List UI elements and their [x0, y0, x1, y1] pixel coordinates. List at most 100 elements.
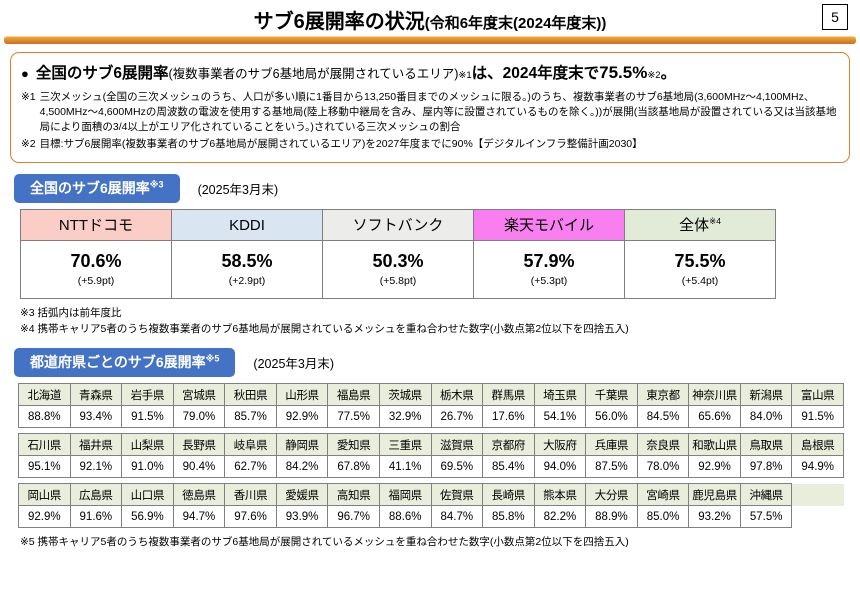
page-title: サブ6展開率の状況(令和6年度末(2024年度末)) [0, 0, 860, 34]
prefecture-name-cell: 栃木県 [430, 383, 484, 407]
page-number-badge: 5 [822, 4, 848, 30]
prefecture-value-cell: 94.0% [533, 455, 587, 479]
prefecture-name-cell: 鹿児島県 [688, 483, 741, 507]
page-header: サブ6展開率の状況(令和6年度末(2024年度末)) 5 [0, 0, 860, 34]
carrier-rate-value: 70.6% [70, 251, 122, 272]
prefecture-name-cell: 長野県 [172, 433, 226, 457]
prefecture-name-cell: 三重県 [378, 433, 432, 457]
national-section-date: (2025年3月末) [197, 182, 279, 197]
prefecture-name-cell: 大阪府 [533, 433, 587, 457]
carrier-header-cell: ソフトバンク [322, 208, 474, 241]
carrier-name: 全体 [679, 217, 710, 235]
notice-footnote-2: ※2 目標:サブ6展開率(複数事業者のサブ6基地局が展開されているエリア)を20… [21, 137, 839, 152]
prefecture-value-cell: 82.2% [533, 505, 587, 529]
prefecture-value-cell: 84.7% [430, 505, 484, 529]
prefecture-name-cell: 埼玉県 [533, 383, 587, 407]
prefecture-value-cell: 79.0% [172, 405, 226, 429]
carrier-value-row: 70.6% (+5.9pt) 58.5% (+2.9pt) 50.3% (+5.… [20, 239, 776, 299]
prefecture-value-cell: 57.5% [739, 505, 793, 529]
prefecture-value-cell: 87.5% [585, 455, 638, 479]
prefecture-name-cell: 岡山県 [18, 483, 71, 507]
notice-footnote-1-mark: ※1 [21, 91, 36, 103]
prefecture-name-row: 岡山県 広島県 山口県 徳島県 香川県 愛媛県 高知県 福岡県 佐賀県 長崎県 熊本県 大分県 宮崎県鹿… [18, 483, 844, 507]
prefecture-value-row: 92.9% 91.6% 56.9% 94.7% 97.6% 93.9% 96.7% 88.6%… [18, 505, 844, 529]
carrier-value-cell: 58.5% (+2.9pt) [171, 239, 323, 299]
prefecture-value-cell: 93.4% [69, 405, 123, 429]
prefecture-rate-tables: 北海道 青森県 岩手県 宮城県 秋田県 山形県 福島県 茨城県 栃木県 群馬県 埼玉県 千葉県 東京都神… [18, 383, 860, 529]
carrier-rate-value: 50.3% [372, 251, 424, 272]
national-footnote-3: ※3 括弧内は前年度比 [20, 306, 122, 319]
national-section-pill: 全国のサブ6展開率※3 [14, 173, 180, 203]
prefecture-footnote-5: ※5 携帯キャリア5者のうち複数事業者のサブ6基地局が展開されているメッシュを重… [20, 536, 629, 549]
prefecture-name-cell: 滋賀県 [430, 433, 484, 457]
prefecture-name-cell: 石川県 [18, 433, 71, 457]
prefecture-name-cell: 東京都 [636, 383, 690, 407]
prefecture-table-row-group: 石川県 福井県 山梨県 長野県 岐阜県 静岡県 愛知県 三重県 滋賀県 京都府 大阪府 兵庫県 奈良県和… [18, 433, 844, 479]
carrier-rate-delta: (+5.9pt) [77, 274, 115, 287]
prefecture-value-cell: 84.5% [636, 405, 690, 429]
prefecture-value-cell: 93.9% [275, 505, 329, 529]
prefecture-name-cell: 熊本県 [533, 483, 587, 507]
prefecture-name-cell: 福島県 [327, 383, 380, 407]
header-divider-rule [4, 36, 856, 44]
notice-lead-part3: は、2024年度末で [471, 65, 600, 82]
carrier-rate-delta: (+5.8pt) [379, 274, 417, 287]
prefecture-name-cell: 山梨県 [121, 433, 174, 457]
prefecture-value-cell: 92.9% [18, 505, 71, 529]
carrier-rate-value: 57.9% [523, 251, 575, 272]
prefecture-value-cell: 90.4% [172, 455, 226, 479]
carrier-name-sup: ※4 [709, 216, 721, 227]
prefecture-value-cell: 95.1% [18, 455, 71, 479]
prefecture-value-cell: 54.1% [533, 405, 587, 429]
prefecture-value-cell: 88.6% [378, 505, 432, 529]
prefecture-value-cell: 88.9% [585, 505, 638, 529]
carrier-rate-delta: (+2.9pt) [228, 274, 266, 287]
national-footnote-4: ※4 携帯キャリア5者のうち複数事業者のサブ6基地局が展開されているメッシュを重… [20, 322, 629, 335]
prefecture-name-cell: 兵庫県 [585, 433, 638, 457]
prefecture-table-row-group: 北海道 青森県 岩手県 宮城県 秋田県 山形県 福島県 茨城県 栃木県 群馬県 埼玉県 千葉県 東京都神… [18, 383, 844, 429]
prefecture-value-cell: 62.7% [224, 455, 277, 479]
prefecture-section-header: 都道府県ごとのサブ6展開率※5 (2025年3月末) [14, 348, 860, 378]
prefecture-name-cell: 奈良県 [636, 433, 690, 457]
prefecture-value-cell: 93.2% [688, 505, 741, 529]
notice-lead-line: ● 全国のサブ6展開率 (複数事業者のサブ6基地局が展開されているエリア) ※1… [21, 61, 839, 83]
prefecture-section-date: (2025年3月末) [253, 357, 335, 372]
prefecture-section-label: 都道府県ごとのサブ6展開率 [30, 354, 206, 371]
carrier-value-cell: 70.6% (+5.9pt) [20, 239, 172, 299]
national-section-header: 全国のサブ6展開率※3 (2025年3月末) [14, 173, 860, 203]
prefecture-value-cell: 92.9% [688, 455, 741, 479]
notice-footnote-2-mark: ※2 [21, 137, 36, 150]
prefecture-value-row: 95.1% 92.1% 91.0% 90.4% 62.7% 84.2% 67.8% 41.1%… [18, 455, 844, 479]
prefecture-value-cell: 96.7% [327, 505, 380, 529]
prefecture-value-cell: 41.1% [378, 455, 432, 479]
prefecture-value-cell: 78.0% [636, 455, 690, 479]
page-title-main: サブ6展開率の状況 [253, 11, 425, 33]
prefecture-value-cell: 94.9% [791, 455, 844, 479]
prefecture-value-cell: 84.0% [739, 405, 793, 429]
prefecture-section-footnote-ref: ※5 [205, 353, 220, 364]
prefecture-value-cell: 91.5% [121, 405, 174, 429]
prefecture-value-cell: 84.2% [275, 455, 329, 479]
prefecture-value-cell: 85.4% [482, 455, 535, 479]
prefecture-name-cell: 岩手県 [121, 383, 174, 407]
prefecture-name-cell: 佐賀県 [430, 483, 484, 507]
prefecture-value-cell: 94.7% [172, 505, 226, 529]
prefecture-section-pill: 都道府県ごとのサブ6展開率※5 [14, 348, 236, 378]
carrier-value-cell: 50.3% (+5.8pt) [322, 239, 474, 299]
carrier-value-cell: 57.9% (+5.3pt) [473, 239, 625, 299]
prefecture-value-cell: 85.8% [482, 505, 535, 529]
prefecture-name-cell: 広島県 [69, 483, 123, 507]
summary-notice-panel: ● 全国のサブ6展開率 (複数事業者のサブ6基地局が展開されているエリア) ※1… [10, 52, 850, 163]
prefecture-name-cell: 宮崎県 [636, 483, 690, 507]
prefecture-empty-cell [791, 483, 844, 506]
prefecture-name-cell: 宮城県 [172, 383, 226, 407]
prefecture-value-cell: 26.7% [430, 405, 484, 429]
prefecture-name-cell: 徳島県 [172, 483, 226, 507]
notice-footnote-1: ※1 三次メッシュ(全国の三次メッシュのうち、人口が多い順に1番目から13,25… [21, 90, 839, 136]
prefecture-name-cell: 茨城県 [378, 383, 432, 407]
prefecture-value-cell: 65.6% [688, 405, 741, 429]
prefecture-name-cell: 高知県 [327, 483, 380, 507]
prefecture-name-cell: 北海道 [18, 383, 71, 407]
carrier-rate-delta: (+5.3pt) [530, 274, 568, 287]
national-section-footnote-ref: ※3 [149, 179, 164, 190]
